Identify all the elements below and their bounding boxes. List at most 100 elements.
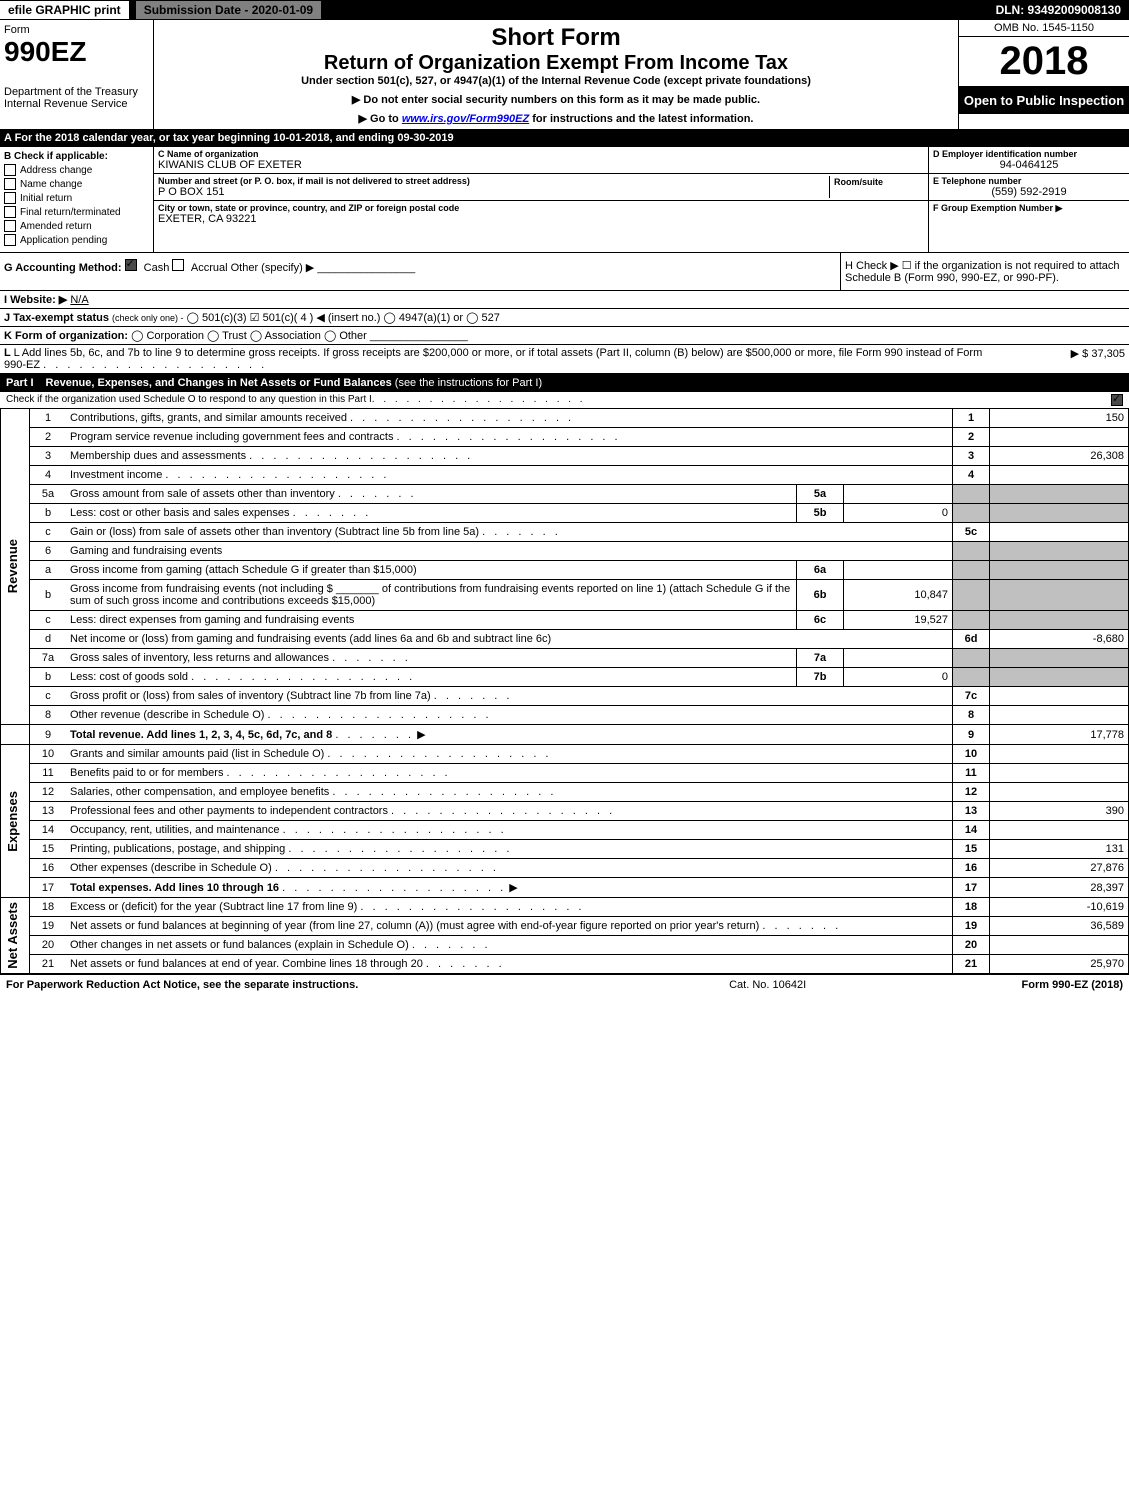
- form-number: 990EZ: [4, 36, 149, 68]
- city-label: City or town, state or province, country…: [158, 203, 924, 213]
- line-num: 18: [30, 898, 67, 917]
- line-desc: Gross income from fundraising events (no…: [70, 583, 790, 607]
- table-row: 7a Gross sales of inventory, less return…: [1, 649, 1129, 668]
- gray-cell: [990, 561, 1129, 580]
- line-desc: Less: cost or other basis and sales expe…: [70, 507, 290, 519]
- line-num: 12: [30, 783, 67, 802]
- form-header: Form 990EZ Department of the Treasury In…: [0, 20, 1129, 130]
- table-row: 8 Other revenue (describe in Schedule O)…: [1, 706, 1129, 725]
- gray-cell: [990, 668, 1129, 687]
- line-box: 9: [953, 725, 990, 745]
- gray-cell: [990, 580, 1129, 611]
- table-row: d Net income or (loss) from gaming and f…: [1, 630, 1129, 649]
- irs-link[interactable]: www.irs.gov/Form990EZ: [402, 113, 529, 125]
- line-desc: Membership dues and assessments: [70, 450, 246, 462]
- g-label: G Accounting Method:: [4, 262, 122, 274]
- line-val: 131: [990, 840, 1129, 859]
- table-row: 2 Program service revenue including gove…: [1, 428, 1129, 447]
- box-c: C Name of organization KIWANIS CLUB OF E…: [154, 147, 928, 252]
- arrow-icon: ▶: [509, 882, 517, 894]
- checkbox-schedule-o[interactable]: [1111, 394, 1123, 406]
- gray-cell: [990, 611, 1129, 630]
- tax-year: 2018: [959, 37, 1129, 87]
- line-h: H Check ▶ ☐ if the organization is not r…: [840, 253, 1129, 290]
- line-val: [990, 687, 1129, 706]
- line-desc: Benefits paid to or for members: [70, 767, 223, 779]
- checkbox-address-change[interactable]: [4, 164, 16, 176]
- line-desc: Occupancy, rent, utilities, and maintena…: [70, 824, 280, 836]
- line-num: 13: [30, 802, 67, 821]
- checkbox-cash[interactable]: [125, 259, 137, 271]
- line-box: 18: [953, 898, 990, 917]
- line-num: 3: [30, 447, 67, 466]
- line-i: I Website: ▶ N/A: [0, 291, 1129, 309]
- checkbox-final-return[interactable]: [4, 206, 16, 218]
- line-desc: Excess or (deficit) for the year (Subtra…: [70, 901, 357, 913]
- org-name: KIWANIS CLUB OF EXETER: [158, 159, 924, 171]
- form-label: Form: [4, 24, 149, 36]
- line-box: 12: [953, 783, 990, 802]
- page-footer: For Paperwork Reduction Act Notice, see …: [0, 974, 1129, 995]
- inner-box: 6b: [797, 580, 844, 611]
- table-row: 4 Investment income . . . . . . . . . . …: [1, 466, 1129, 485]
- inner-val: [844, 561, 953, 580]
- line-num: d: [30, 630, 67, 649]
- line-num: 15: [30, 840, 67, 859]
- gray-cell: [953, 561, 990, 580]
- line-desc: Total revenue. Add lines 1, 2, 3, 4, 5c,…: [70, 729, 332, 741]
- checkbox-initial-return[interactable]: [4, 192, 16, 204]
- table-row: 12 Salaries, other compensation, and emp…: [1, 783, 1129, 802]
- line-num: 8: [30, 706, 67, 725]
- top-bar: efile GRAPHIC print Submission Date - 20…: [0, 0, 1129, 20]
- line-desc: Gaming and fundraising events: [70, 545, 222, 557]
- gray-cell: [953, 611, 990, 630]
- line-desc: Gross sales of inventory, less returns a…: [70, 652, 329, 664]
- footer-left: For Paperwork Reduction Act Notice, see …: [6, 979, 514, 991]
- checkbox-amended-return[interactable]: [4, 220, 16, 232]
- gray-cell: [990, 542, 1129, 561]
- line-desc: Other revenue (describe in Schedule O): [70, 709, 264, 721]
- irs-label: Internal Revenue Service: [4, 98, 149, 110]
- table-row: Revenue 1 Contributions, gifts, grants, …: [1, 409, 1129, 428]
- l-value: ▶ $ 37,305: [995, 347, 1125, 371]
- line-box: 3: [953, 447, 990, 466]
- ein-value: 94-0464125: [933, 159, 1125, 171]
- table-row: 16 Other expenses (describe in Schedule …: [1, 859, 1129, 878]
- checkbox-accrual[interactable]: [172, 259, 184, 271]
- line-num: 17: [30, 878, 67, 898]
- table-row: 20 Other changes in net assets or fund b…: [1, 936, 1129, 955]
- line-box: 7c: [953, 687, 990, 706]
- table-row: 13 Professional fees and other payments …: [1, 802, 1129, 821]
- section-a-pre: A For the 2018 calendar year, or tax yea…: [4, 132, 273, 144]
- line-box: 13: [953, 802, 990, 821]
- table-row: a Gross income from gaming (attach Sched…: [1, 561, 1129, 580]
- line-desc: Total expenses. Add lines 10 through 16: [70, 882, 279, 894]
- line-val: [990, 783, 1129, 802]
- part-1-header: Part I Revenue, Expenses, and Changes in…: [0, 374, 1129, 392]
- table-row: 21 Net assets or fund balances at end of…: [1, 955, 1129, 974]
- footer-mid: Cat. No. 10642I: [514, 979, 1022, 991]
- table-row: 5a Gross amount from sale of assets othe…: [1, 485, 1129, 504]
- line-box: 4: [953, 466, 990, 485]
- checkbox-application-pending[interactable]: [4, 234, 16, 246]
- submission-date: Submission Date - 2020-01-09: [135, 0, 322, 20]
- line-desc: Gross income from gaming (attach Schedul…: [70, 564, 417, 576]
- table-row: c Gross profit or (loss) from sales of i…: [1, 687, 1129, 706]
- checkbox-name-change[interactable]: [4, 178, 16, 190]
- line-desc: Net income or (loss) from gaming and fun…: [70, 633, 551, 645]
- line-num: 4: [30, 466, 67, 485]
- line-num: c: [30, 687, 67, 706]
- b-item: Application pending: [20, 235, 107, 246]
- table-row: 19 Net assets or fund balances at beginn…: [1, 917, 1129, 936]
- j-small: (check only one) -: [112, 313, 184, 323]
- gray-cell: [990, 485, 1129, 504]
- line-num: 1: [30, 409, 67, 428]
- table-row: 6 Gaming and fundraising events: [1, 542, 1129, 561]
- h-text: H Check ▶ ☐ if the organization is not r…: [845, 260, 1120, 284]
- line-desc: Net assets or fund balances at end of ye…: [70, 958, 423, 970]
- line-box: 17: [953, 878, 990, 898]
- phone-value: (559) 592-2919: [933, 186, 1125, 198]
- line-val: [990, 523, 1129, 542]
- g-accrual: Accrual: [191, 262, 228, 274]
- line-box: 14: [953, 821, 990, 840]
